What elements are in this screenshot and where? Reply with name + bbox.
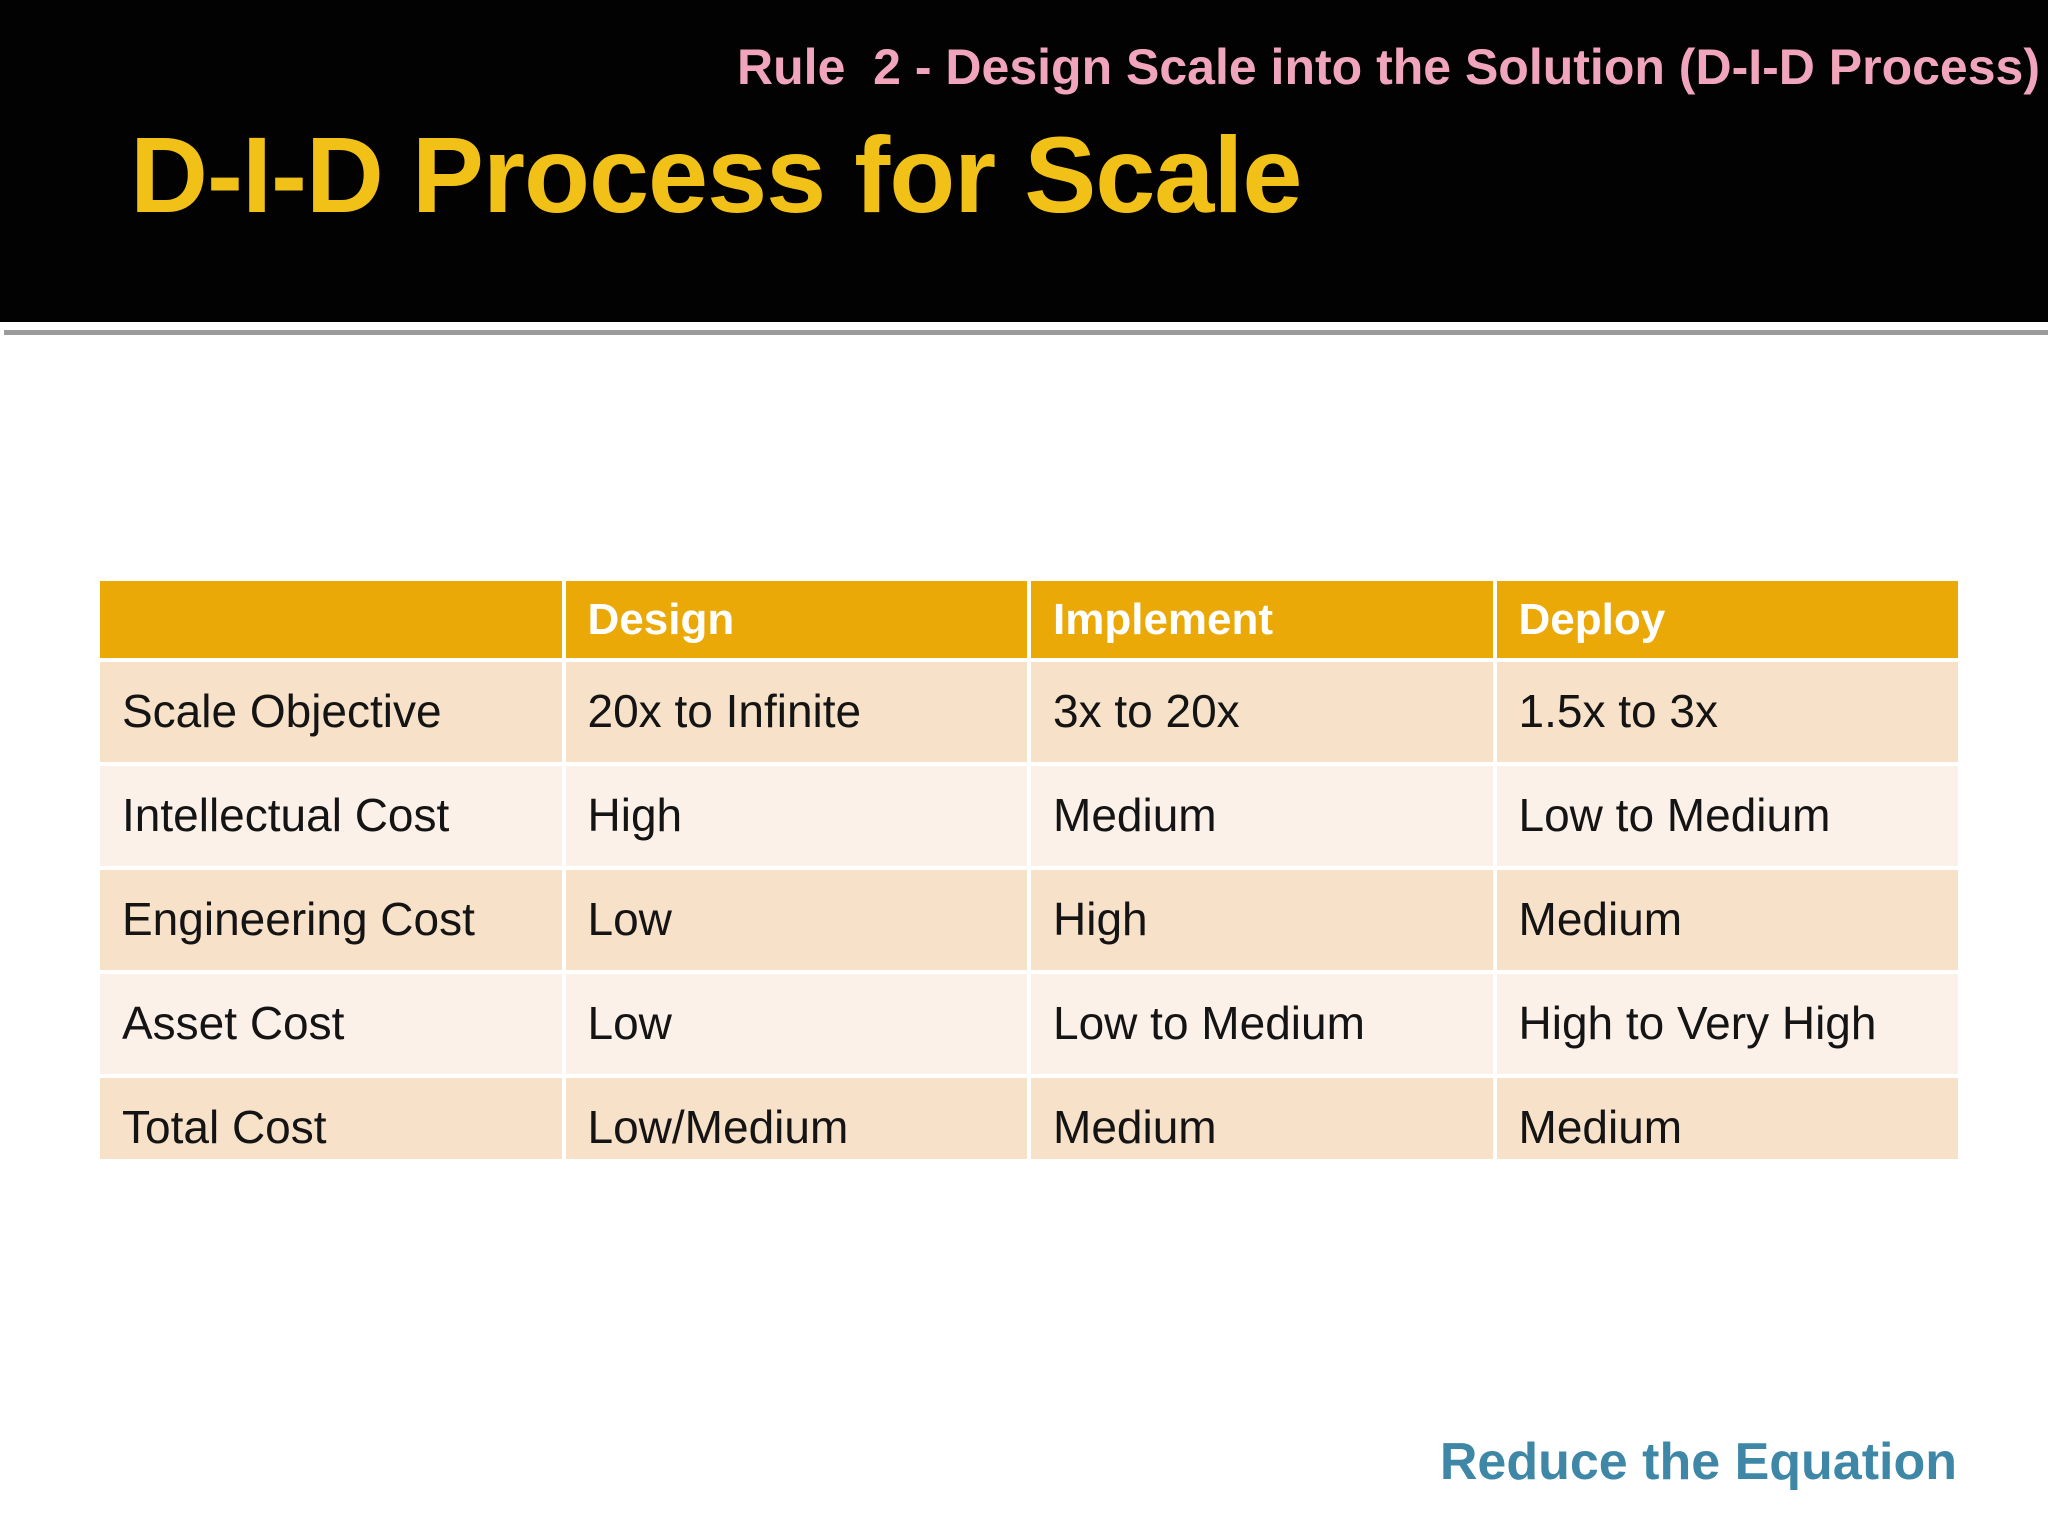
table-cell: 20x to Infinite xyxy=(565,662,1027,762)
table-cell: Medium xyxy=(1496,870,1958,970)
table-cell: Low xyxy=(565,870,1027,970)
table-header-cell-implement: Implement xyxy=(1031,581,1493,658)
row-label-cell: Engineering Cost xyxy=(100,870,562,970)
did-process-table: Design Implement Deploy Scale Objective … xyxy=(100,581,1958,1159)
footer-note: Reduce the Equation xyxy=(1439,1433,1957,1491)
table-cell: High xyxy=(1031,870,1493,970)
slide-kicker: Rule 2 - Design Scale into the Solution … xyxy=(737,39,2040,95)
table-cell: Low/Medium xyxy=(565,1078,1027,1159)
title-banner: Rule 2 - Design Scale into the Solution … xyxy=(0,0,2048,322)
table-cell: Medium xyxy=(1031,766,1493,866)
table-cell: Medium xyxy=(1031,1078,1493,1159)
row-label-cell: Total Cost xyxy=(100,1078,562,1159)
table-header-cell-blank xyxy=(100,581,562,658)
table-header-cell-design: Design xyxy=(565,581,1027,658)
banner-divider-line xyxy=(4,330,2048,335)
slide-title: D-I-D Process for Scale xyxy=(130,114,1302,235)
table-cell: Low xyxy=(565,974,1027,1074)
row-label-cell: Intellectual Cost xyxy=(100,766,562,866)
row-label-cell: Scale Objective xyxy=(100,662,562,762)
table-cell: 1.5x to 3x xyxy=(1496,662,1958,762)
table-cell: High to Very High xyxy=(1496,974,1958,1074)
row-label-cell: Asset Cost xyxy=(100,974,562,1074)
table-cell: 3x to 20x xyxy=(1031,662,1493,762)
table-cell: High xyxy=(565,766,1027,866)
table-cell: Medium xyxy=(1496,1078,1958,1159)
table-header-cell-deploy: Deploy xyxy=(1496,581,1958,658)
table-cell: Low to Medium xyxy=(1031,974,1493,1074)
table-cell: Low to Medium xyxy=(1496,766,1958,866)
